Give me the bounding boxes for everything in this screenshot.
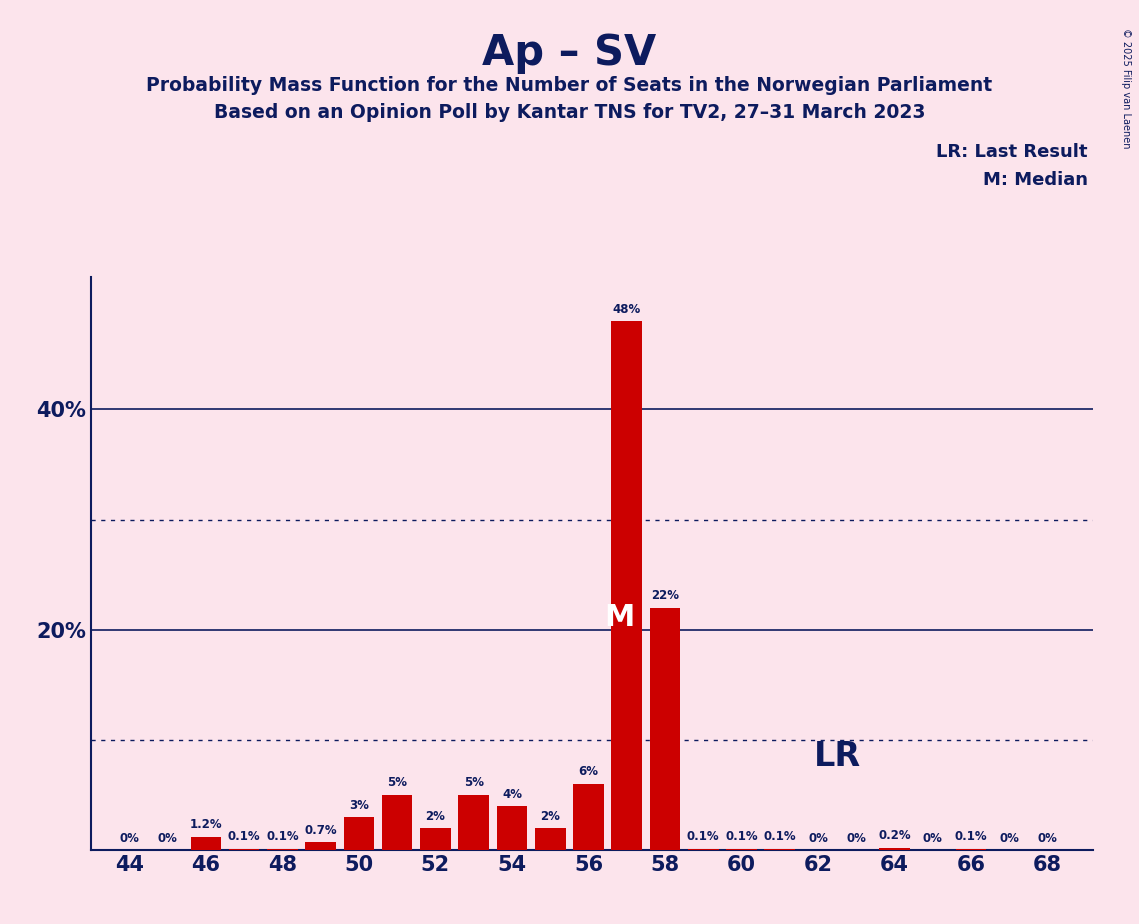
Bar <box>305 843 336 850</box>
Text: Based on an Opinion Poll by Kantar TNS for TV2, 27–31 March 2023: Based on an Opinion Poll by Kantar TNS f… <box>214 103 925 123</box>
Bar <box>382 795 412 850</box>
Text: 0%: 0% <box>1038 832 1057 845</box>
Text: 0%: 0% <box>846 832 866 845</box>
Text: 5%: 5% <box>464 776 484 789</box>
Bar <box>727 849 756 850</box>
Text: LR: LR <box>813 740 861 773</box>
Text: © 2025 Filip van Laenen: © 2025 Filip van Laenen <box>1121 28 1131 148</box>
Text: 0%: 0% <box>157 832 178 845</box>
Bar <box>649 608 680 850</box>
Text: 22%: 22% <box>652 590 679 602</box>
Text: 0.2%: 0.2% <box>878 830 911 843</box>
Text: 5%: 5% <box>387 776 407 789</box>
Text: 0.1%: 0.1% <box>267 831 298 844</box>
Bar <box>190 837 221 850</box>
Text: Probability Mass Function for the Number of Seats in the Norwegian Parliament: Probability Mass Function for the Number… <box>147 76 992 95</box>
Text: 48%: 48% <box>613 303 641 316</box>
Text: 0.1%: 0.1% <box>726 831 757 844</box>
Bar <box>879 848 910 850</box>
Text: 0%: 0% <box>808 832 828 845</box>
Bar <box>688 849 719 850</box>
Text: 0.1%: 0.1% <box>228 831 261 844</box>
Bar <box>612 322 642 850</box>
Bar <box>268 849 297 850</box>
Text: 0.1%: 0.1% <box>687 831 720 844</box>
Text: 0.1%: 0.1% <box>954 831 988 844</box>
Bar <box>573 784 604 850</box>
Text: M: M <box>604 602 634 632</box>
Bar <box>956 849 986 850</box>
Text: 1.2%: 1.2% <box>189 819 222 832</box>
Text: 2%: 2% <box>426 809 445 822</box>
Bar <box>420 828 451 850</box>
Text: 0%: 0% <box>923 832 943 845</box>
Text: 0%: 0% <box>120 832 139 845</box>
Text: 0.7%: 0.7% <box>304 824 337 837</box>
Bar <box>497 806 527 850</box>
Bar <box>344 817 375 850</box>
Text: 0.1%: 0.1% <box>763 831 796 844</box>
Text: LR: Last Result: LR: Last Result <box>936 143 1088 161</box>
Text: 4%: 4% <box>502 787 522 800</box>
Bar <box>535 828 565 850</box>
Text: 0%: 0% <box>999 832 1019 845</box>
Bar <box>458 795 489 850</box>
Bar <box>229 849 260 850</box>
Text: 6%: 6% <box>579 765 598 778</box>
Text: 3%: 3% <box>349 798 369 811</box>
Text: Ap – SV: Ap – SV <box>483 32 656 74</box>
Text: M: Median: M: Median <box>983 171 1088 188</box>
Text: 2%: 2% <box>540 809 560 822</box>
Bar <box>764 849 795 850</box>
